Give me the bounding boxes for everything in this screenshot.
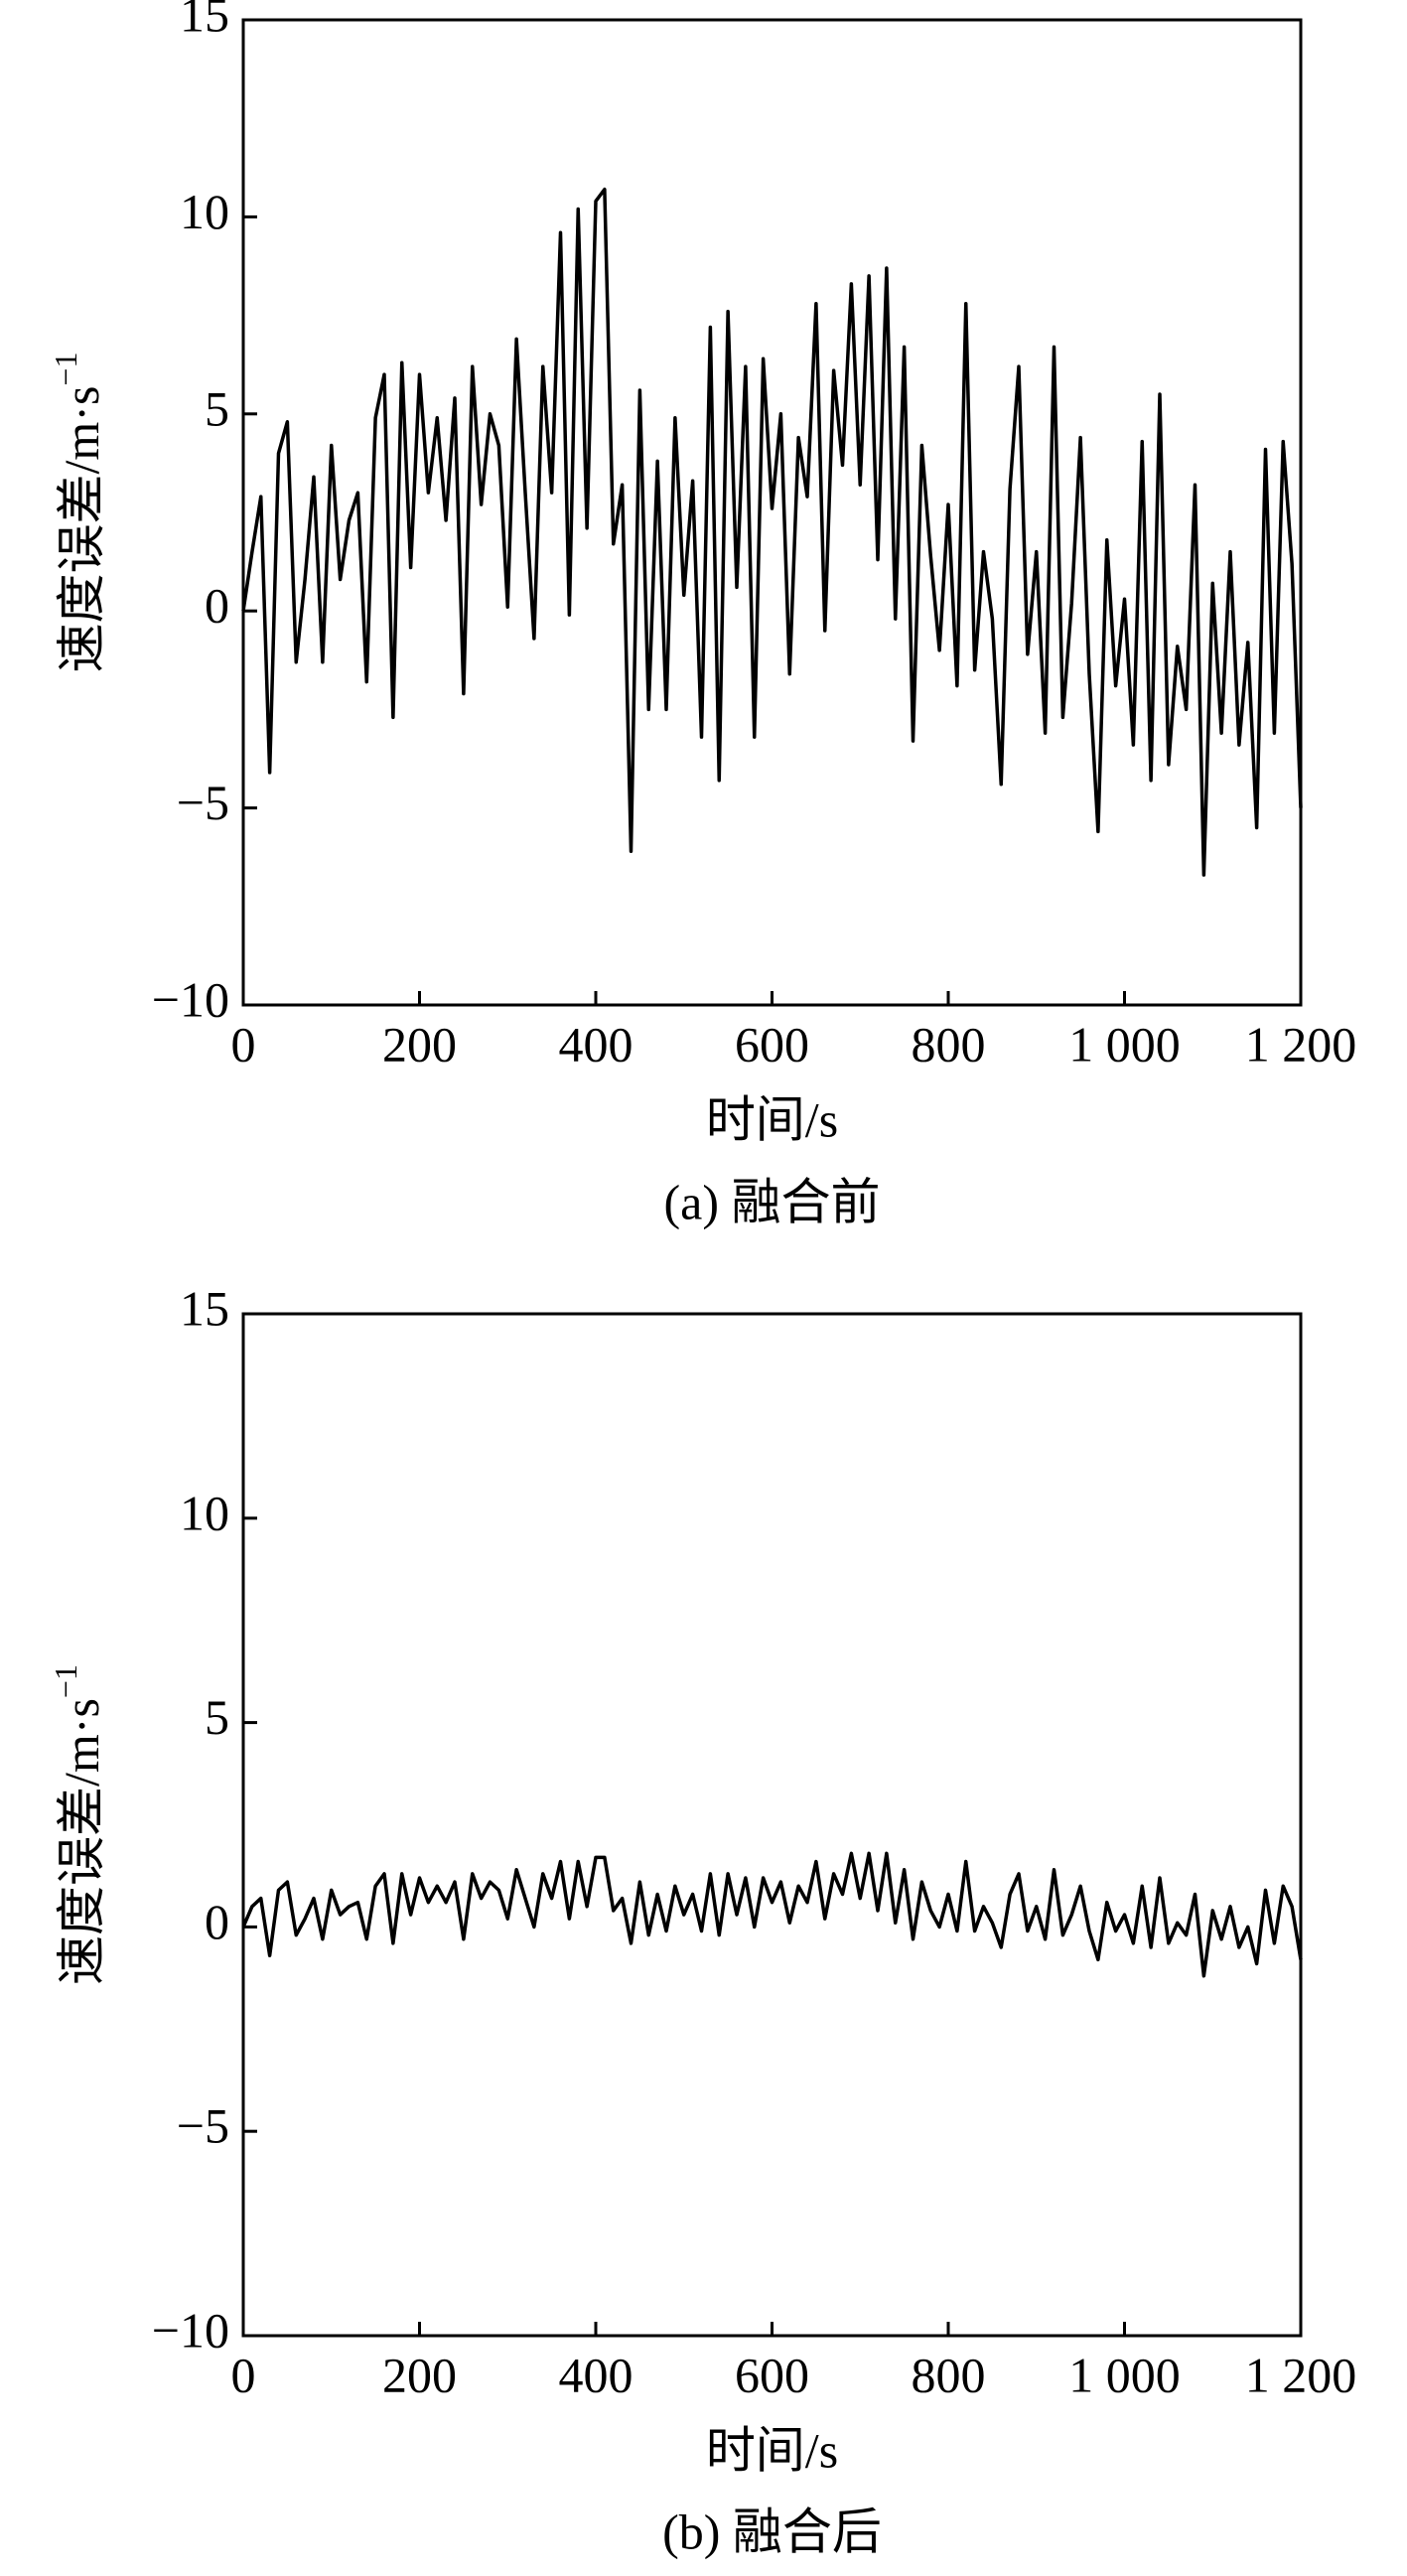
- y-tick-label: −5: [177, 775, 229, 830]
- plot-frame: [241, 18, 1303, 1007]
- x-tick-label: 800: [912, 2347, 986, 2402]
- x-tick-label: 400: [559, 2347, 633, 2402]
- y-tick-label: 0: [205, 1894, 229, 1949]
- caption: (b) 融合后: [662, 2504, 882, 2559]
- x-tick-label: 800: [912, 1016, 986, 1072]
- chart-panel: 0 200 400 600 800 1 000 1 200 −10 −5 0 5 10 15 时间/s (a…: [48, 0, 1356, 1229]
- chart-panel: 0 200 400 600 800 1 000 1 200 −10 −5 0 5 10 15 时间/s (b…: [48, 1280, 1356, 2559]
- x-tick-label: 400: [559, 1016, 633, 1072]
- y-tick-label: 10: [180, 1485, 229, 1540]
- x-tick-label: 1 000: [1068, 1016, 1181, 1072]
- y-tick-label: −10: [152, 2302, 229, 2358]
- x-tick-label: 0: [231, 1016, 256, 1072]
- y-tick-label: 5: [205, 380, 229, 436]
- x-tick-label: 200: [382, 1016, 457, 1072]
- x-axis-label: 时间/s: [706, 2422, 838, 2478]
- y-tick-label: 5: [205, 1689, 229, 1745]
- y-tick-label: 15: [180, 0, 229, 42]
- x-tick-label: 1 000: [1068, 2347, 1181, 2402]
- y-tick-label: −10: [152, 971, 229, 1027]
- data-line: [241, 1851, 1303, 1978]
- y-tick-label: 0: [205, 578, 229, 634]
- x-tick-label: 600: [735, 2347, 809, 2402]
- x-tick-label: 1 200: [1245, 1016, 1357, 1072]
- y-tick-label: 15: [180, 1280, 229, 1336]
- y-axis-label: 速度误差/m·s−1: [48, 353, 109, 673]
- x-tick-label: 1 200: [1245, 2347, 1357, 2402]
- x-tick-label: 0: [231, 2347, 256, 2402]
- y-axis-label: 速度误差/m·s−1: [48, 1664, 109, 1985]
- x-axis-label: 时间/s: [706, 1091, 838, 1147]
- x-tick-label: 600: [735, 1016, 809, 1072]
- y-axis-label-superscript: −1: [48, 1664, 83, 1698]
- data-line: [241, 187, 1303, 877]
- y-axis-label-superscript: −1: [48, 353, 83, 386]
- y-tick-label: 10: [180, 184, 229, 239]
- y-tick-label: −5: [177, 2098, 229, 2154]
- y-axis-label-text: 速度误差/m·s: [54, 386, 109, 673]
- x-tick-label: 200: [382, 2347, 457, 2402]
- caption: (a) 融合前: [664, 1174, 881, 1229]
- y-axis-label-text: 速度误差/m·s: [54, 1698, 109, 1985]
- plot-frame: [241, 1312, 1303, 2338]
